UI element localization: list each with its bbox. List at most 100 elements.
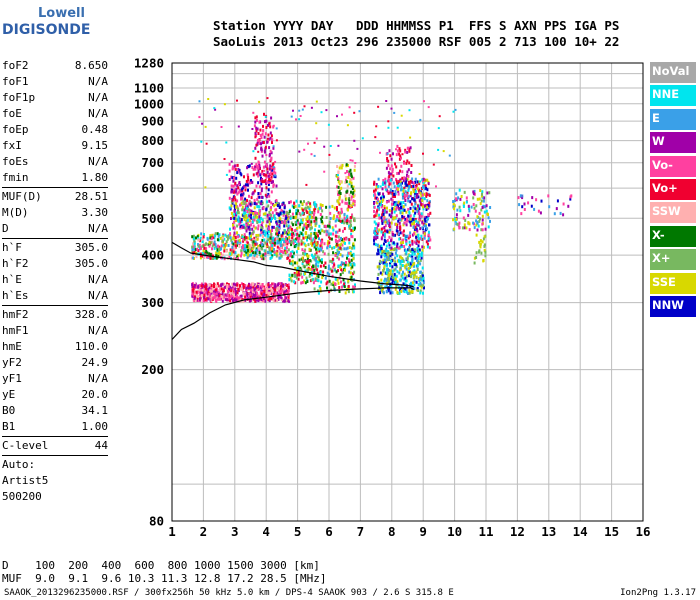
echo-point	[196, 247, 199, 251]
echo-point	[517, 196, 520, 200]
echo-point	[344, 201, 347, 205]
echo-point	[309, 210, 312, 214]
echo-point	[292, 205, 295, 209]
echo-point	[311, 242, 314, 246]
echo-point	[347, 164, 349, 167]
echo-point	[329, 237, 331, 241]
echo-point	[205, 283, 208, 287]
echo-point	[393, 248, 395, 252]
echo-point	[455, 213, 458, 217]
echo-point	[422, 276, 425, 280]
echo-point	[285, 246, 288, 250]
echo-point	[555, 207, 558, 211]
echo-point	[475, 251, 478, 255]
echo-point	[254, 287, 257, 291]
echo-point	[417, 261, 420, 265]
echo-point	[231, 250, 234, 254]
echo-point	[473, 206, 476, 210]
echo-point	[390, 239, 392, 243]
echo-point	[299, 115, 302, 117]
echo-point	[407, 208, 410, 212]
echo-point	[196, 294, 198, 298]
echo-point	[408, 149, 411, 153]
echo-point	[252, 212, 255, 215]
echo-point	[240, 254, 242, 258]
echo-point	[411, 261, 414, 265]
echo-point	[378, 285, 381, 289]
echo-point	[243, 248, 246, 252]
echo-point	[463, 223, 466, 227]
echo-point	[257, 218, 260, 222]
echo-point	[230, 238, 233, 242]
echo-point	[225, 243, 228, 247]
version-label: Ion2Png 1.3.17	[620, 588, 696, 598]
echo-point	[377, 177, 380, 181]
echo-point	[277, 283, 279, 287]
echo-point	[287, 248, 290, 252]
echo-point	[395, 187, 398, 191]
echo-point	[321, 209, 324, 213]
echo-point	[373, 205, 376, 209]
echo-point	[252, 191, 255, 195]
echo-point	[301, 280, 304, 284]
echo-point	[376, 252, 379, 256]
echo-point	[214, 234, 217, 238]
legend-item: E	[650, 108, 696, 130]
echo-point	[403, 196, 405, 200]
echo-point	[332, 265, 335, 269]
echo-point	[269, 179, 272, 183]
echo-point	[271, 249, 274, 253]
echo-point	[277, 297, 280, 301]
echo-point	[284, 235, 287, 239]
echo-point	[408, 270, 411, 274]
echo-point	[284, 246, 287, 250]
echo-point	[326, 230, 329, 234]
echo-point	[217, 297, 220, 301]
echo-point	[376, 201, 379, 205]
echo-point	[241, 196, 244, 200]
echo-point	[315, 247, 317, 251]
echo-point	[245, 240, 248, 244]
echo-point	[388, 219, 390, 223]
echo-point	[298, 273, 301, 277]
legend-item: W	[650, 132, 696, 154]
param-value: 9.15	[81, 139, 109, 152]
echo-point	[255, 143, 258, 147]
echo-point	[337, 281, 340, 285]
echo-point	[243, 208, 246, 212]
echo-point	[318, 206, 321, 210]
echo-point	[304, 235, 307, 239]
echo-point	[523, 202, 526, 206]
echo-point	[413, 269, 416, 273]
echo-point	[209, 289, 212, 293]
echo-point	[453, 204, 456, 208]
echo-point	[343, 247, 346, 251]
echo-point	[320, 260, 323, 264]
echo-point	[380, 196, 382, 200]
echo-point	[278, 237, 281, 241]
echo-point	[244, 216, 247, 220]
echo-point	[482, 237, 485, 241]
echo-point	[286, 237, 289, 241]
echo-point	[420, 285, 423, 289]
echo-point	[384, 258, 387, 262]
echo-point	[228, 288, 230, 291]
echo-point	[265, 208, 268, 212]
echo-point	[349, 263, 352, 267]
echo-point	[395, 248, 398, 252]
echo-point	[276, 204, 279, 208]
echo-point	[248, 296, 250, 300]
echo-point	[233, 164, 236, 168]
echo-point	[409, 214, 412, 218]
echo-point	[316, 245, 319, 249]
echo-point	[267, 291, 270, 295]
echo-point	[385, 278, 388, 282]
echo-point	[337, 257, 340, 261]
echo-point	[408, 245, 411, 249]
echo-point	[352, 257, 355, 261]
echo-point	[419, 197, 422, 201]
echo-point	[260, 182, 263, 186]
echo-point	[210, 296, 213, 300]
echo-point	[402, 241, 404, 244]
echo-point	[283, 204, 286, 208]
